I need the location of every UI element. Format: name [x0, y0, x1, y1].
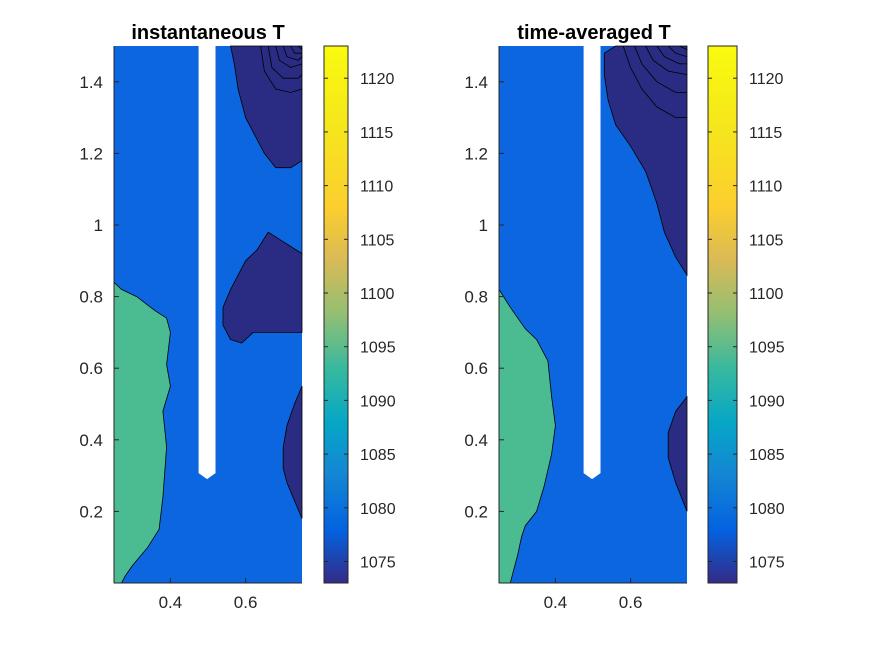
panel-time-averaged: time-averaged T 0.4 0.6 0.2 0.4 0.6 0.8 1 1.2 1.… — [464, 22, 688, 612]
colorbar-tick-label: 1120 — [360, 71, 395, 88]
y-tick-label: 1.4 — [464, 73, 488, 92]
y-tick-label: 0.2 — [79, 502, 103, 521]
contour-line — [679, 45, 688, 50]
y-tick-label: 1.2 — [464, 144, 488, 163]
x-tick-label: 0.6 — [234, 593, 258, 612]
probe-rod — [583, 46, 601, 480]
plot-title: instantaneous T — [131, 22, 284, 44]
axes: 0.4 0.6 0.2 0.4 0.6 0.8 1 1.2 1.4 — [464, 46, 687, 612]
contour-region-1101 — [113, 281, 171, 584]
contour-region-1073 — [603, 45, 688, 277]
rod-shape — [198, 46, 216, 480]
y-tick-label: 0.4 — [464, 431, 488, 450]
colorbar-ticks: 1075 1080 1085 1090 1095 1100 1105 1110 1115 1120 — [708, 71, 785, 572]
colorbar-tick-label: 1090 — [360, 393, 396, 410]
contour-region-1073 — [222, 45, 303, 344]
colorbar-time-averaged: 1075 1080 1085 1090 1095 1100 1105 1110 1115 1120 — [707, 45, 785, 584]
y-tick-label: 1 — [94, 216, 103, 235]
y-tick-label: 0.6 — [79, 359, 103, 378]
colorbar-tick-label: 1105 — [360, 232, 395, 249]
contour-line — [645, 45, 688, 75]
colorbar-tick-label: 1080 — [749, 501, 785, 518]
colorbar-instantaneous: 1075 1080 1085 1090 1095 1100 1105 1110 1115 1120 — [323, 45, 396, 584]
contour-line — [634, 45, 687, 93]
contour-line — [260, 45, 303, 93]
contour-region-1101 — [498, 288, 556, 584]
contour-line — [622, 45, 687, 118]
contour-line-layer — [622, 45, 688, 118]
colorbar — [707, 45, 738, 584]
y-tick-label: 0.8 — [464, 288, 488, 307]
x-tick-label: 0.4 — [544, 593, 568, 612]
y-tick-label: 0.4 — [79, 431, 103, 450]
contour-line — [282, 45, 303, 61]
y-tick-label: 0.8 — [79, 288, 103, 307]
y-tick-label: 1.2 — [79, 144, 103, 163]
contour-line — [667, 45, 688, 58]
colorbar-tick-label: 1120 — [749, 71, 784, 88]
contour-region-1073 — [282, 385, 303, 519]
colorbar-tick-label: 1110 — [749, 179, 782, 196]
probe-rod — [198, 46, 216, 480]
axes: 0.4 0.6 0.2 0.4 0.6 0.8 1 1.2 1.4 — [79, 46, 302, 612]
y-tick-label: 1.4 — [79, 73, 103, 92]
colorbar-tick-label: 1090 — [749, 393, 785, 410]
plot-title: time-averaged T — [517, 22, 670, 44]
colorbar-tick-label: 1100 — [749, 286, 784, 303]
colorbar-tick-label: 1115 — [360, 125, 393, 142]
panel-instantaneous: instantaneous T 0.4 0.6 0.2 0.4 0.6 0.8 1 1.2 1.… — [79, 22, 303, 612]
contour-line — [267, 45, 303, 79]
contour-line — [656, 45, 687, 65]
colorbar-tick-label: 1085 — [360, 447, 396, 464]
x-tick-label: 0.6 — [619, 593, 643, 612]
y-tick-label: 1 — [479, 216, 488, 235]
colorbar-tick-label: 1095 — [749, 340, 785, 357]
colorbar-tick-label: 1075 — [360, 555, 396, 572]
colorbar-tick-label: 1080 — [360, 501, 396, 518]
contour-line — [290, 45, 302, 54]
contour-line — [297, 45, 303, 50]
contour-line-layer — [260, 45, 303, 93]
colorbar-tick-label: 1095 — [360, 340, 396, 357]
colorbar-tick-label: 1115 — [749, 125, 782, 142]
colorbar — [323, 45, 349, 584]
x-tick-label: 0.4 — [159, 593, 183, 612]
colorbar-tick-label: 1105 — [749, 232, 784, 249]
y-tick-label: 0.6 — [464, 359, 488, 378]
contour-line — [275, 45, 303, 68]
colorbar-tick-label: 1085 — [749, 447, 785, 464]
colorbar-tick-label: 1075 — [749, 555, 785, 572]
colorbar-tick-label: 1110 — [360, 179, 393, 196]
y-tick-label: 0.2 — [464, 502, 488, 521]
rod-shape — [583, 46, 601, 480]
colorbar-ticks: 1075 1080 1085 1090 1095 1100 1105 1110 1115 1120 — [324, 71, 396, 572]
contour-region-1073 — [667, 395, 688, 512]
colorbar-tick-label: 1100 — [360, 286, 395, 303]
